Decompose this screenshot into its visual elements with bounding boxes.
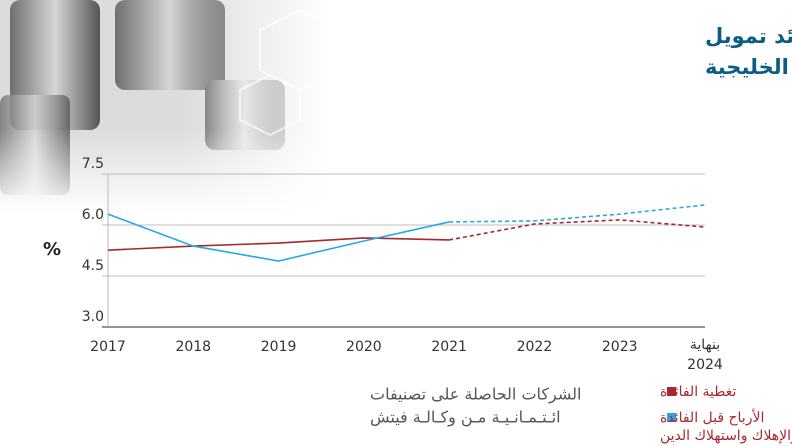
line (107, 213, 450, 262)
note-line: الشركات الحاصلة على تصنيفات (370, 385, 581, 405)
x-tick-label: 2017 (90, 339, 126, 355)
x-tick-label: 2023 (602, 339, 638, 355)
x-tick-label: 2022 (517, 339, 553, 355)
x-tick-label: 2021 (431, 339, 467, 355)
background-image (0, 0, 341, 215)
y-tick-label: 4.5 (82, 258, 104, 274)
legend-swatch (667, 413, 676, 422)
title-line: الشركات الخليجية (705, 55, 792, 79)
x-tick-label: 2018 (175, 339, 211, 355)
legend-label: تغطية الفائدة (660, 384, 737, 400)
line (107, 237, 450, 251)
y-tick-label: 7.5 (82, 156, 104, 172)
y-tick-label: 6.0 (82, 207, 104, 223)
x-tick-label: بنهاية 2024 (687, 337, 723, 373)
legend-label: الأرباح قبل الفائدةوالضرائب والإهلاك واس… (660, 408, 792, 444)
title-line: حركة تغطية فوائد تمويل (705, 24, 792, 48)
line-projected (448, 219, 706, 241)
legend-swatch (667, 387, 676, 396)
y-tick-label: 3.0 (82, 309, 104, 325)
note-line: ائـتـمـانـيـة مـن وكـالـة فيتش (370, 408, 561, 428)
x-tick-label: 2020 (346, 339, 382, 355)
line-projected (449, 204, 706, 223)
y-axis-label: % (43, 239, 61, 260)
x-tick-label: 2019 (261, 339, 297, 355)
